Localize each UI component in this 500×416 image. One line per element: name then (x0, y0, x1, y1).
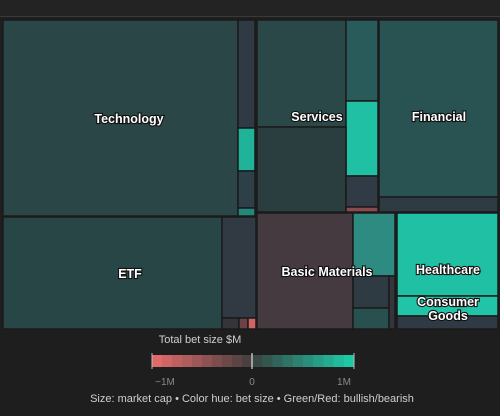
legend-swatch-negative (152, 355, 163, 367)
legend-tick-positive: 1M (337, 377, 351, 388)
legend-swatch-negative (242, 355, 253, 367)
sector-labels: Technology Services Financial ETF Basic Mate… (93, 109, 481, 324)
treemap-chart: Technology Services Financial ETF Basic Mate… (0, 17, 500, 416)
treemap-tile-basic-materials[interactable] (352, 212, 396, 277)
legend-swatch-negative (182, 355, 193, 367)
legend-swatch-positive (272, 355, 284, 367)
legend-swatch-negative (162, 355, 173, 367)
treemap-tile-technology[interactable] (237, 19, 256, 129)
legend-swatch-positive (343, 355, 355, 367)
legend-tick-negative: −1M (155, 377, 175, 388)
treemap-tile-etf[interactable] (221, 317, 240, 330)
legend-swatch-positive (252, 355, 263, 367)
sector-label-technology: Technology (94, 112, 163, 126)
treemap-tile-financial[interactable] (378, 19, 499, 198)
legend-swatch-positive (292, 355, 304, 367)
treemap-tile-services[interactable] (256, 126, 347, 213)
legend-swatch-positive (262, 355, 273, 367)
legend-gradient (151, 353, 355, 369)
legend-swatch-negative (172, 355, 183, 367)
treemap-tile-etf[interactable] (221, 216, 257, 319)
legend-swatch-positive (323, 355, 335, 367)
treemap-tile-etf[interactable] (2, 216, 223, 330)
legend-swatch-negative (212, 355, 223, 367)
sector-label-basic-materials: Basic Materials (281, 265, 372, 279)
treemap-tiles (2, 19, 499, 330)
treemap-tile-technology[interactable] (2, 19, 239, 217)
treemap-tile-technology[interactable] (237, 207, 256, 217)
legend-swatch-negative (192, 355, 203, 367)
sector-label-consumer-goods: Consumer Goods (417, 295, 479, 323)
treemap-tile-technology[interactable] (237, 170, 256, 209)
sector-label-financial: Financial (412, 110, 466, 124)
sector-label-healthcare: Healthcare (416, 263, 480, 277)
treemap-tile-basic-materials[interactable] (256, 212, 354, 330)
legend-swatch-negative (222, 355, 233, 367)
legend-swatch-positive (333, 355, 345, 367)
treemap-tile-services[interactable] (345, 100, 379, 177)
treemap-tile-financial[interactable] (378, 196, 499, 213)
treemap-tile-technology[interactable] (237, 127, 256, 172)
treemap-tile-basic-materials[interactable] (352, 275, 390, 309)
legend-swatch-negative (202, 355, 213, 367)
treemap-tile-basic-materials[interactable] (388, 275, 396, 330)
sector-label-services: Services (291, 110, 342, 124)
color-legend: Total bet size $M −1M 0 1M (151, 334, 355, 388)
treemap-tile-healthcare[interactable] (396, 212, 499, 297)
legend-swatch-positive (313, 355, 324, 367)
sector-label-etf: ETF (118, 267, 142, 281)
legend-swatch-negative (232, 355, 243, 367)
treemap-tile-etf[interactable] (247, 317, 257, 330)
legend-swatch-positive (303, 355, 314, 367)
top-bar (0, 0, 500, 17)
legend-title: Total bet size $M (159, 334, 242, 346)
treemap-tile-consumer-goods[interactable] (396, 315, 499, 330)
treemap-tile-services[interactable] (345, 19, 379, 102)
treemap-tile-etf[interactable] (238, 317, 249, 330)
treemap-tile-services[interactable] (345, 206, 379, 213)
legend-swatch-positive (282, 355, 294, 367)
chart-caption: Size: market cap • Color hue: bet size •… (90, 393, 414, 405)
treemap-tile-services[interactable] (345, 175, 379, 208)
legend-tick-zero: 0 (249, 377, 255, 388)
treemap-tile-services[interactable] (256, 19, 347, 128)
treemap-tile-basic-materials[interactable] (352, 307, 390, 330)
